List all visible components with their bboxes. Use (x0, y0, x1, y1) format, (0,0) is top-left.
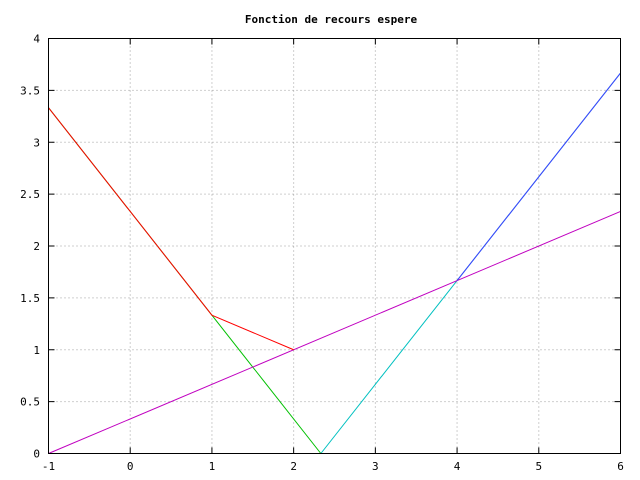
series-line-3 (48, 210, 621, 454)
y-tick-label: 3 (33, 136, 40, 149)
y-tick-label: 0.5 (20, 396, 40, 409)
chart-title: Fonction de recours espere (245, 13, 418, 26)
y-tick-label: 2 (33, 240, 40, 253)
x-tick-label: -1 (42, 460, 55, 473)
series-line-4 (48, 107, 294, 351)
x-tick-labels: -1 0 1 2 3 4 5 6 (42, 460, 624, 473)
y-tick-label: 2.5 (20, 188, 40, 201)
x-tick-label: 0 (127, 460, 134, 473)
grid (48, 38, 621, 454)
x-tick-label: 6 (617, 460, 624, 473)
x-tick-label: 5 (535, 460, 542, 473)
x-tick-label: 4 (454, 460, 461, 473)
series-group (48, 72, 621, 454)
x-tick-label: 2 (290, 460, 297, 473)
x-tick-label: 1 (209, 460, 216, 473)
series-line-5 (456, 72, 621, 281)
y-tick-label: 4 (33, 33, 40, 46)
y-tick-label: 3.5 (20, 84, 40, 97)
x-tick-label: 3 (372, 460, 379, 473)
plot-frame (48, 38, 621, 454)
y-tick-label: 1 (33, 344, 40, 357)
ticks (48, 38, 621, 454)
y-tick-label: 1.5 (20, 292, 40, 305)
y-tick-label: 0 (33, 448, 40, 461)
y-tick-labels: 0 0.5 1 1.5 2 2.5 3 3.5 4 (20, 33, 40, 461)
